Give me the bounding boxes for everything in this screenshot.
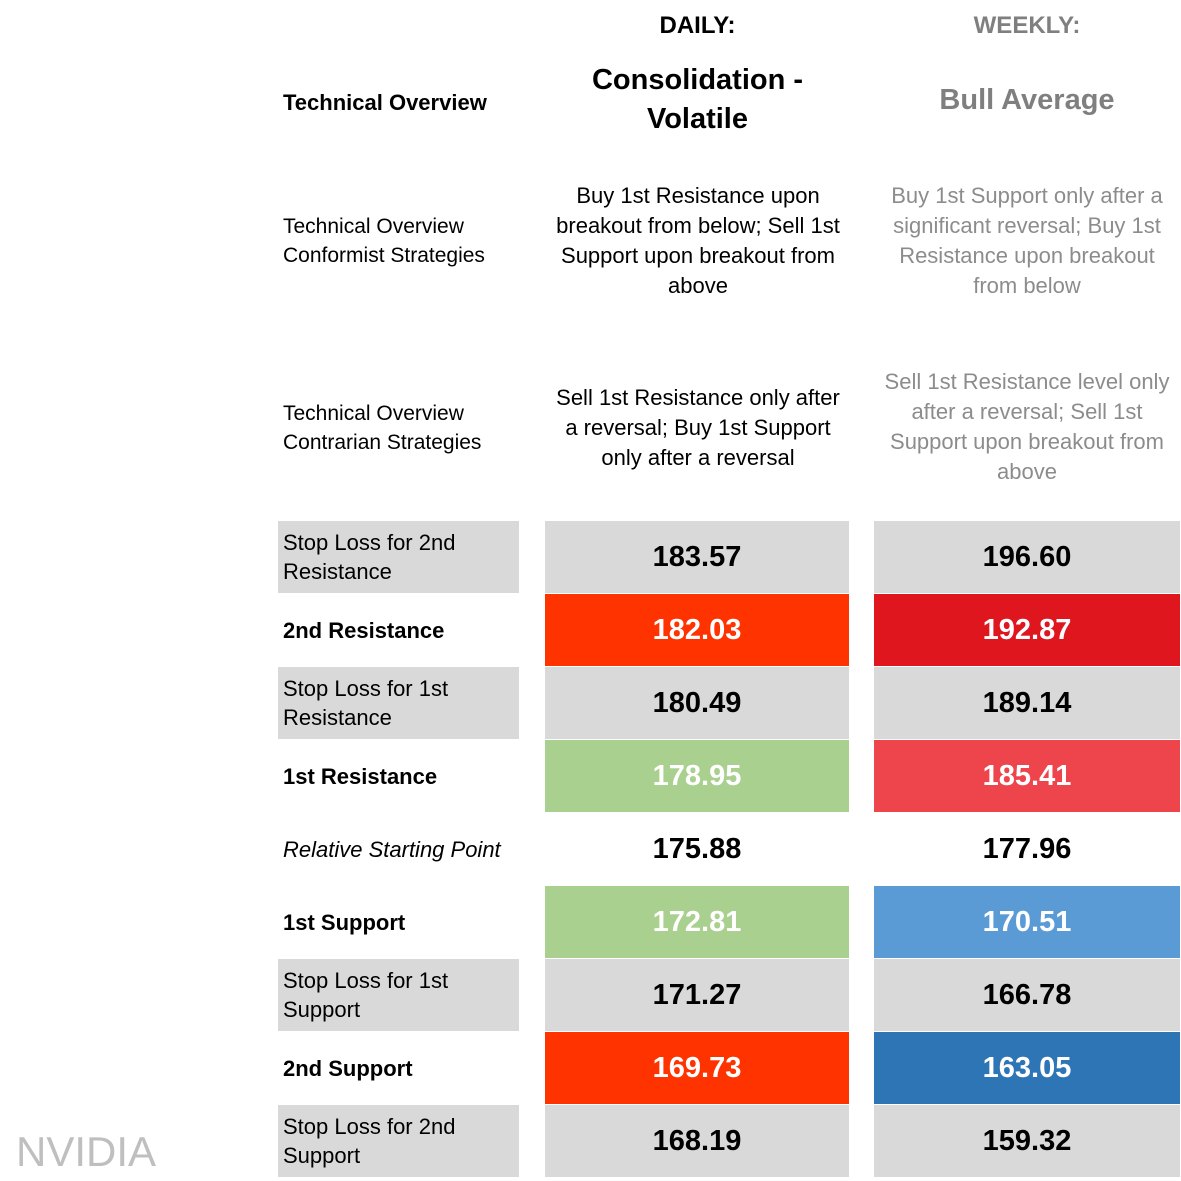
level-label-stop-loss-2nd-resistance: Stop Loss for 2nd Resistance <box>278 521 519 593</box>
weekly-conformist-strategy: Buy 1st Support only after a significant… <box>891 183 1163 298</box>
daily-contrarian-strategy: Sell 1st Resistance only after a reversa… <box>556 385 840 470</box>
daily-conformist-strategy: Buy 1st Resistance upon breakout from be… <box>556 183 840 298</box>
ticker-watermark: NVIDIA <box>16 1128 157 1175</box>
weekly-stop-loss-2nd-support: 159.32 <box>874 1105 1180 1177</box>
weekly-stop-loss-1st-support: 166.78 <box>874 959 1180 1031</box>
weekly-relative-starting-point: 177.96 <box>982 832 1072 865</box>
weekly-stop-loss-1st-resistance: 189.14 <box>874 667 1180 739</box>
level-label-2nd-resistance: 2nd Resistance <box>283 617 445 643</box>
weekly-header: WEEKLY: <box>973 12 1081 39</box>
level-label-stop-loss-1st-resistance: Stop Loss for 1st Resistance <box>278 667 519 739</box>
contrarian-strategies-label: Technical Overview Contrarian Strategies <box>283 402 482 454</box>
level-label-2nd-support: 2nd Support <box>283 1055 413 1081</box>
daily-stop-loss-1st-resistance: 180.49 <box>545 667 849 739</box>
daily-trend: Consolidation - Volatile <box>591 64 804 135</box>
technical-overview-label: Technical Overview <box>283 89 487 115</box>
level-label-relative-starting-point: Relative Starting Point <box>283 836 501 862</box>
weekly-contrarian-strategy: Sell 1st Resistance level only after a r… <box>884 369 1170 484</box>
weekly-1st-resistance: 185.41 <box>874 740 1180 812</box>
conformist-strategies-label: Technical Overview Conformist Strategies <box>283 215 485 267</box>
daily-relative-starting-point: 175.88 <box>652 832 742 865</box>
daily-header: DAILY: <box>659 12 736 39</box>
level-label-1st-resistance: 1st Resistance <box>283 763 438 789</box>
daily-2nd-resistance: 182.03 <box>545 594 849 666</box>
daily-2nd-support: 169.73 <box>545 1032 849 1104</box>
weekly-trend: Bull Average <box>939 83 1115 116</box>
weekly-2nd-support: 163.05 <box>874 1032 1180 1104</box>
level-label-stop-loss-2nd-support: Stop Loss for 2nd Support <box>278 1105 519 1177</box>
daily-stop-loss-2nd-resistance: 183.57 <box>545 521 849 593</box>
daily-1st-support: 172.81 <box>545 886 849 958</box>
weekly-stop-loss-2nd-resistance: 196.60 <box>874 521 1180 593</box>
weekly-1st-support: 170.51 <box>874 886 1180 958</box>
daily-stop-loss-2nd-support: 168.19 <box>545 1105 849 1177</box>
daily-stop-loss-1st-support: 171.27 <box>545 959 849 1031</box>
weekly-2nd-resistance: 192.87 <box>874 594 1180 666</box>
level-label-1st-support: 1st Support <box>283 909 406 935</box>
level-label-stop-loss-1st-support: Stop Loss for 1st Support <box>278 959 519 1031</box>
daily-1st-resistance: 178.95 <box>545 740 849 812</box>
